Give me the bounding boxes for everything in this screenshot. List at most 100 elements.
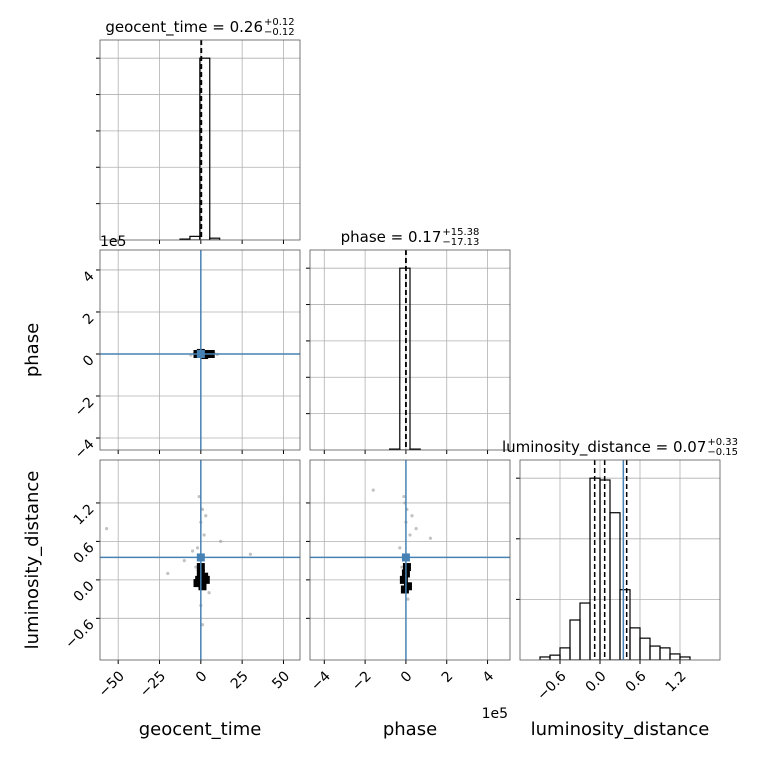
title-upper: +0.12 bbox=[264, 17, 295, 28]
x-tick-label: 2 bbox=[439, 668, 457, 686]
point bbox=[200, 623, 205, 627]
y-tick-label: 0 bbox=[80, 352, 98, 370]
point bbox=[371, 488, 375, 492]
panel-title: phase = 0.17 bbox=[341, 228, 442, 246]
point bbox=[202, 533, 206, 537]
y-tick-label: −2 bbox=[72, 394, 98, 420]
point bbox=[219, 539, 223, 544]
point bbox=[182, 559, 186, 563]
panel-frame bbox=[99, 39, 301, 241]
point bbox=[248, 552, 253, 556]
point bbox=[201, 575, 210, 584]
bar bbox=[189, 235, 201, 240]
title-lower: −0.15 bbox=[707, 447, 738, 458]
bar bbox=[639, 637, 651, 660]
x-tick-label: −0.6 bbox=[534, 668, 569, 703]
x-tick-label: −50 bbox=[96, 668, 128, 700]
point bbox=[105, 526, 109, 531]
x-tick-label: 0.0 bbox=[583, 668, 610, 695]
point bbox=[190, 549, 195, 553]
point bbox=[207, 591, 211, 595]
panel-title: luminosity_distance = 0.07 bbox=[502, 438, 706, 457]
point bbox=[402, 494, 406, 499]
point bbox=[399, 575, 408, 584]
y-tick-label: 2 bbox=[80, 310, 98, 328]
bar bbox=[629, 627, 641, 660]
point bbox=[410, 514, 414, 518]
point bbox=[204, 514, 208, 518]
y-tick-label: 4 bbox=[80, 268, 98, 286]
x-tick-label: 4 bbox=[480, 668, 498, 686]
x-tick-label: −2 bbox=[349, 668, 375, 694]
point bbox=[194, 565, 198, 569]
bar bbox=[549, 654, 561, 660]
bar bbox=[559, 647, 571, 660]
y-tick-label: 1.2 bbox=[71, 501, 98, 528]
bar bbox=[409, 448, 421, 450]
plot-area bbox=[388, 250, 421, 450]
panel-frame bbox=[99, 459, 301, 661]
point bbox=[193, 579, 202, 588]
panel-frame bbox=[309, 459, 511, 661]
plot-area bbox=[539, 460, 691, 660]
x-tick-label: 0 bbox=[398, 668, 416, 686]
bar bbox=[619, 589, 631, 660]
y-axis-label: luminosity_distance bbox=[22, 471, 43, 650]
point bbox=[400, 585, 409, 594]
offset-label: 1e5 bbox=[100, 234, 126, 250]
plot-area bbox=[100, 460, 300, 660]
point bbox=[195, 546, 200, 550]
bar bbox=[659, 647, 671, 660]
point bbox=[408, 533, 412, 537]
point bbox=[428, 536, 433, 540]
point bbox=[198, 582, 207, 591]
panel: phase = 0.17 +15.38−17.13 bbox=[306, 227, 511, 454]
x-axis-label: geocent_time bbox=[139, 719, 262, 740]
truth-marker bbox=[401, 553, 410, 562]
title-upper: +0.33 bbox=[707, 437, 738, 448]
panel: −50 −25 0 25 50 −0.6 0.0 0.6 1.2 geocent_time lumi… bbox=[22, 459, 301, 740]
truth-marker bbox=[196, 349, 205, 358]
panel-frame bbox=[99, 249, 301, 451]
bar bbox=[649, 645, 661, 660]
y-tick-label: 0.0 bbox=[71, 578, 98, 605]
x-tick-label: −4 bbox=[308, 668, 334, 694]
point bbox=[406, 597, 410, 601]
bar bbox=[209, 237, 221, 240]
panel: geocent_time = 0.26 +0.12−0.12 bbox=[96, 17, 301, 244]
point bbox=[166, 571, 170, 576]
point bbox=[402, 563, 411, 572]
y-tick-label: 0.6 bbox=[71, 540, 98, 567]
x-tick-label: 0.6 bbox=[623, 668, 650, 695]
x-axis-label: phase bbox=[383, 719, 437, 740]
x-axis-label: luminosity_distance bbox=[531, 719, 710, 740]
panel-frame bbox=[309, 249, 511, 451]
bar bbox=[539, 656, 551, 660]
bar bbox=[669, 653, 681, 660]
y-axis-label: phase bbox=[22, 323, 43, 377]
bar bbox=[569, 619, 581, 660]
truth-marker bbox=[196, 553, 205, 562]
y-tick-label: −4 bbox=[72, 436, 98, 462]
bar bbox=[609, 512, 621, 660]
panel: −4 −2 0 2 4 phase 1e5 bbox=[22, 234, 301, 462]
x-tick-label: 1.2 bbox=[663, 668, 690, 695]
panel: −4 −2 0 2 4 phase 1e5 bbox=[306, 459, 511, 740]
point bbox=[414, 526, 418, 531]
title-lower: −17.13 bbox=[442, 237, 479, 248]
bar bbox=[399, 267, 411, 450]
point bbox=[398, 546, 402, 550]
plot-area bbox=[100, 250, 300, 450]
x-tick-label: −25 bbox=[137, 668, 169, 700]
x-tick-label: 25 bbox=[228, 668, 252, 692]
point bbox=[400, 565, 404, 569]
bar bbox=[679, 656, 691, 660]
title-lower: −0.12 bbox=[264, 27, 295, 38]
bar bbox=[579, 602, 591, 660]
plot-area bbox=[310, 460, 510, 660]
plot-area bbox=[179, 40, 221, 240]
x-tick-label: 50 bbox=[269, 668, 293, 692]
point bbox=[197, 494, 201, 499]
x-tick-label: 0 bbox=[193, 668, 211, 686]
